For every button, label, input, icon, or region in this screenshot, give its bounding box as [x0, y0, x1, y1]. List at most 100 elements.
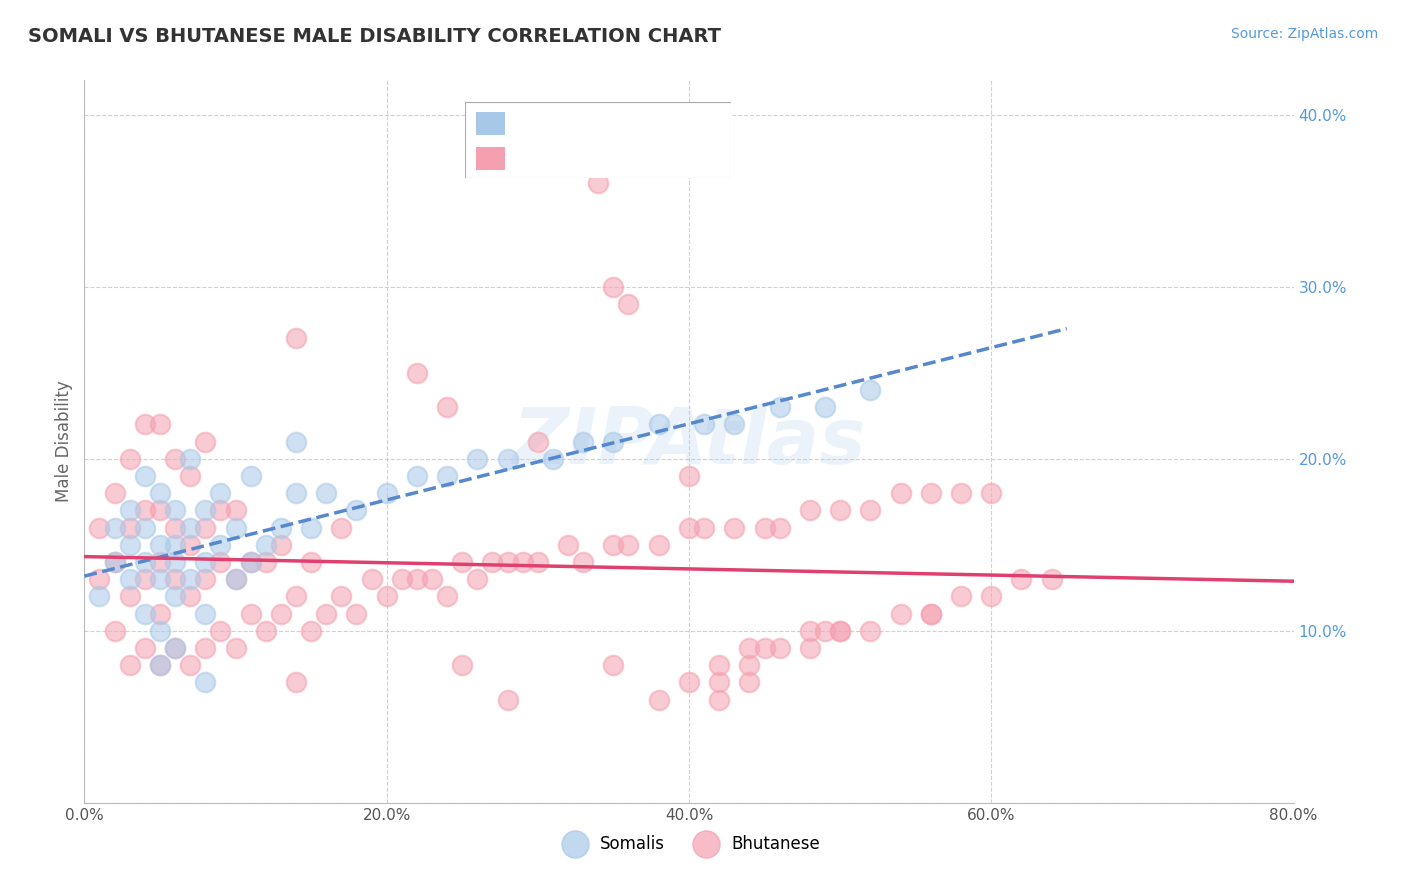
Point	[225, 520, 247, 534]
Point	[859, 624, 882, 638]
Point	[104, 520, 127, 534]
Point	[602, 434, 624, 449]
Point	[149, 624, 172, 638]
Point	[678, 469, 700, 483]
Point	[738, 658, 761, 673]
Point	[194, 555, 217, 569]
Point	[134, 417, 156, 432]
Point	[254, 555, 277, 569]
Point	[165, 503, 187, 517]
Point	[709, 692, 731, 706]
Point	[89, 572, 111, 586]
Point	[406, 366, 429, 380]
Point	[194, 520, 217, 534]
Point	[920, 607, 942, 621]
Point	[769, 400, 792, 414]
Point	[179, 451, 201, 466]
Point	[980, 486, 1002, 500]
Point	[602, 279, 624, 293]
Point	[165, 572, 187, 586]
Point	[738, 675, 761, 690]
Point	[209, 538, 232, 552]
Point	[467, 572, 489, 586]
Point	[588, 177, 610, 191]
Point	[270, 520, 292, 534]
Point	[572, 555, 595, 569]
Point	[209, 486, 232, 500]
Point	[360, 572, 382, 586]
Point	[118, 658, 141, 673]
Text: ZIPAtlas: ZIPAtlas	[512, 403, 866, 480]
Point	[118, 451, 141, 466]
Point	[225, 640, 247, 655]
Point	[209, 503, 232, 517]
Point	[134, 503, 156, 517]
Point	[527, 434, 550, 449]
Point	[709, 658, 731, 673]
Point	[134, 520, 156, 534]
Point	[225, 503, 247, 517]
Point	[118, 538, 141, 552]
Point	[406, 469, 429, 483]
Point	[179, 520, 201, 534]
Point	[315, 486, 337, 500]
Point	[754, 520, 776, 534]
Point	[709, 675, 731, 690]
Point	[149, 486, 172, 500]
Point	[134, 572, 156, 586]
Point	[496, 555, 519, 569]
Point	[859, 503, 882, 517]
Point	[602, 658, 624, 673]
Point	[859, 383, 882, 397]
Point	[830, 624, 852, 638]
Point	[890, 607, 912, 621]
Point	[118, 572, 141, 586]
Point	[209, 555, 232, 569]
Point	[239, 555, 262, 569]
Point	[118, 590, 141, 604]
Point	[391, 572, 413, 586]
Point	[104, 555, 127, 569]
Point	[693, 520, 716, 534]
Point	[769, 520, 792, 534]
Point	[254, 538, 277, 552]
Point	[617, 297, 640, 311]
Point	[950, 590, 973, 604]
Point	[194, 503, 217, 517]
Point	[165, 451, 187, 466]
Point	[165, 520, 187, 534]
Point	[165, 590, 187, 604]
Point	[375, 486, 398, 500]
Point	[527, 555, 550, 569]
Point	[299, 520, 322, 534]
Point	[315, 607, 337, 621]
Point	[754, 640, 776, 655]
Legend: Somalis, Bhutanese: Somalis, Bhutanese	[551, 828, 827, 860]
Point	[572, 434, 595, 449]
Point	[104, 486, 127, 500]
Point	[648, 692, 671, 706]
Point	[830, 624, 852, 638]
Point	[285, 331, 308, 345]
Point	[239, 469, 262, 483]
Point	[149, 503, 172, 517]
Point	[814, 400, 837, 414]
Point	[270, 607, 292, 621]
Point	[104, 624, 127, 638]
Point	[451, 658, 474, 673]
Point	[830, 503, 852, 517]
Point	[149, 538, 172, 552]
Point	[406, 572, 429, 586]
Point	[149, 658, 172, 673]
Point	[769, 640, 792, 655]
Point	[179, 538, 201, 552]
Point	[1040, 572, 1063, 586]
Point	[723, 520, 745, 534]
Point	[285, 434, 308, 449]
Point	[920, 607, 942, 621]
Point	[467, 451, 489, 466]
Point	[723, 417, 745, 432]
Point	[980, 590, 1002, 604]
Point	[799, 640, 821, 655]
Point	[451, 555, 474, 569]
